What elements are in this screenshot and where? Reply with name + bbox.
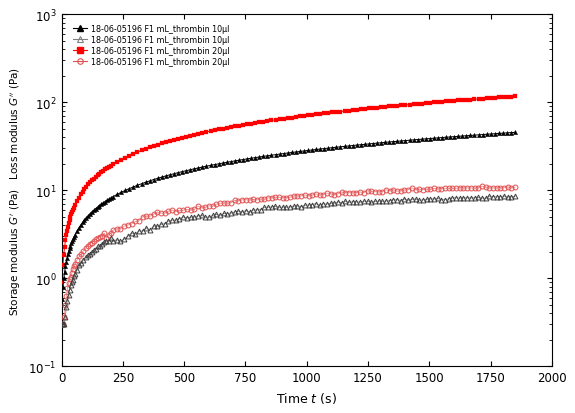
18-06-05196 F1 mL_thrombin 10μl bbox=[76, 263, 83, 268]
18-06-05196 F1 mL_thrombin 20μl bbox=[254, 198, 260, 203]
18-06-05196 F1 mL_thrombin 20μl bbox=[478, 184, 485, 189]
18-06-05196 F1 mL_thrombin 10μl bbox=[439, 136, 446, 141]
Line: 18-06-05196 F1 mL_thrombin 20μl: 18-06-05196 F1 mL_thrombin 20μl bbox=[60, 95, 518, 284]
Line: 18-06-05196 F1 mL_thrombin 20μl: 18-06-05196 F1 mL_thrombin 20μl bbox=[60, 184, 518, 327]
18-06-05196 F1 mL_thrombin 10μl bbox=[64, 298, 71, 303]
18-06-05196 F1 mL_thrombin 10μl bbox=[276, 152, 283, 157]
18-06-05196 F1 mL_thrombin 20μl bbox=[99, 234, 106, 239]
18-06-05196 F1 mL_thrombin 20μl bbox=[102, 168, 109, 173]
18-06-05196 F1 mL_thrombin 10μl bbox=[59, 297, 66, 301]
18-06-05196 F1 mL_thrombin 20μl bbox=[59, 322, 66, 327]
18-06-05196 F1 mL_thrombin 10μl bbox=[508, 195, 515, 200]
18-06-05196 F1 mL_thrombin 20μl bbox=[276, 117, 283, 122]
18-06-05196 F1 mL_thrombin 20μl bbox=[475, 97, 482, 102]
18-06-05196 F1 mL_thrombin 20μl bbox=[512, 95, 519, 100]
18-06-05196 F1 mL_thrombin 20μl bbox=[76, 254, 83, 259]
Legend: 18-06-05196 F1 mL_thrombin 10μl, 18-06-05196 F1 mL_thrombin 10μl, 18-06-05196 F1: 18-06-05196 F1 mL_thrombin 10μl, 18-06-0… bbox=[71, 23, 232, 69]
Y-axis label: Storage modulus $G^{\prime}$ (Pa)   Loss modulus $G^{\prime\prime}$ (Pa): Storage modulus $G^{\prime}$ (Pa) Loss m… bbox=[8, 66, 23, 315]
18-06-05196 F1 mL_thrombin 10μl bbox=[59, 322, 66, 327]
18-06-05196 F1 mL_thrombin 20μl bbox=[439, 100, 446, 105]
Line: 18-06-05196 F1 mL_thrombin 10μl: 18-06-05196 F1 mL_thrombin 10μl bbox=[60, 194, 518, 327]
18-06-05196 F1 mL_thrombin 10μl bbox=[475, 133, 482, 138]
18-06-05196 F1 mL_thrombin 20μl bbox=[508, 186, 515, 191]
18-06-05196 F1 mL_thrombin 10μl bbox=[67, 283, 74, 288]
18-06-05196 F1 mL_thrombin 20μl bbox=[256, 121, 263, 126]
18-06-05196 F1 mL_thrombin 20μl bbox=[67, 275, 74, 280]
18-06-05196 F1 mL_thrombin 10μl bbox=[512, 195, 519, 199]
18-06-05196 F1 mL_thrombin 10μl bbox=[357, 143, 364, 148]
18-06-05196 F1 mL_thrombin 10μl bbox=[512, 131, 519, 135]
18-06-05196 F1 mL_thrombin 20μl bbox=[512, 185, 519, 190]
18-06-05196 F1 mL_thrombin 10μl bbox=[501, 194, 508, 199]
18-06-05196 F1 mL_thrombin 10μl bbox=[254, 208, 260, 213]
18-06-05196 F1 mL_thrombin 20μl bbox=[59, 280, 66, 285]
18-06-05196 F1 mL_thrombin 20μl bbox=[357, 107, 364, 112]
Line: 18-06-05196 F1 mL_thrombin 10μl: 18-06-05196 F1 mL_thrombin 10μl bbox=[60, 131, 518, 301]
18-06-05196 F1 mL_thrombin 10μl bbox=[256, 155, 263, 160]
18-06-05196 F1 mL_thrombin 10μl bbox=[102, 199, 109, 204]
18-06-05196 F1 mL_thrombin 10μl bbox=[99, 242, 106, 247]
18-06-05196 F1 mL_thrombin 20μl bbox=[64, 286, 71, 291]
X-axis label: Time $t$ (s): Time $t$ (s) bbox=[276, 390, 338, 405]
